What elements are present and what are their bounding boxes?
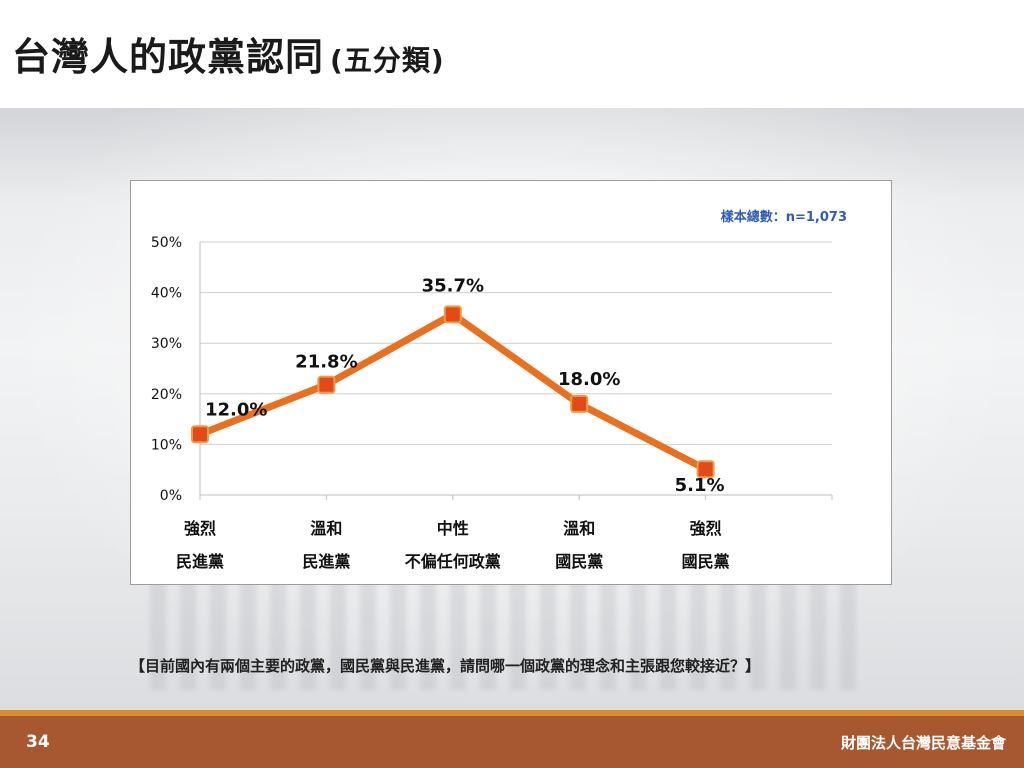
category-label: 國民黨 — [555, 552, 603, 571]
slide-title-sub: (五分類) — [330, 44, 445, 77]
category-label: 不偏任何政黨 — [405, 552, 501, 571]
category-label: 國民黨 — [682, 552, 730, 571]
category-label: 強烈 — [690, 519, 722, 538]
slide-title-main: 台灣人的政黨認同 — [12, 35, 325, 79]
title-bar: 台灣人的政黨認同 (五分類) — [0, 0, 1024, 108]
sample-size-label: 樣本總數：n=1,073 — [720, 210, 847, 225]
slide-title: 台灣人的政黨認同 (五分類) — [12, 26, 445, 81]
data-label: 12.0% — [205, 399, 267, 420]
data-point-marker — [191, 425, 209, 444]
organization-name: 財團法人台灣民意基金會 — [840, 734, 1006, 752]
data-label: 35.7% — [422, 275, 484, 296]
category-label: 溫和 — [563, 519, 595, 538]
data-label: 18.0% — [558, 369, 620, 390]
category-label: 強烈 — [184, 519, 216, 538]
category-label: 溫和 — [310, 519, 342, 538]
data-point-marker — [443, 305, 462, 324]
category-label: 民進黨 — [302, 552, 350, 571]
data-label: 5.1% — [675, 475, 725, 496]
backdrop-crowd-image — [150, 580, 870, 690]
data-label: 21.8% — [295, 352, 357, 373]
chart-panel: 樣本總數：n=1,073 0% 10% 20% 30% 40% 50% 強烈民進黨 溫和民進黨… — [130, 180, 892, 585]
y-tick-label: 30% — [151, 336, 182, 352]
series-line — [196, 310, 710, 473]
survey-question: 【目前國內有兩個主要的政黨，國民黨與民進黨，請問哪一個政黨的理念和主張跟您較接近… — [130, 657, 761, 675]
y-tick-label: 50% — [151, 235, 182, 251]
y-tick-label: 10% — [151, 437, 182, 453]
category-label: 中性 — [437, 519, 469, 538]
data-point-marker — [696, 460, 715, 479]
y-tick-label: 20% — [151, 387, 182, 403]
page-number: 34 — [26, 732, 50, 752]
footer-bar: 34 財團法人台灣民意基金會 — [0, 716, 1024, 768]
y-tick-label: 0% — [160, 488, 182, 504]
category-label: 民進黨 — [176, 552, 224, 571]
footer-accent-stripe — [0, 710, 1024, 716]
data-point-marker — [317, 375, 336, 394]
data-point-marker — [570, 394, 589, 413]
y-tick-label: 40% — [151, 286, 182, 302]
